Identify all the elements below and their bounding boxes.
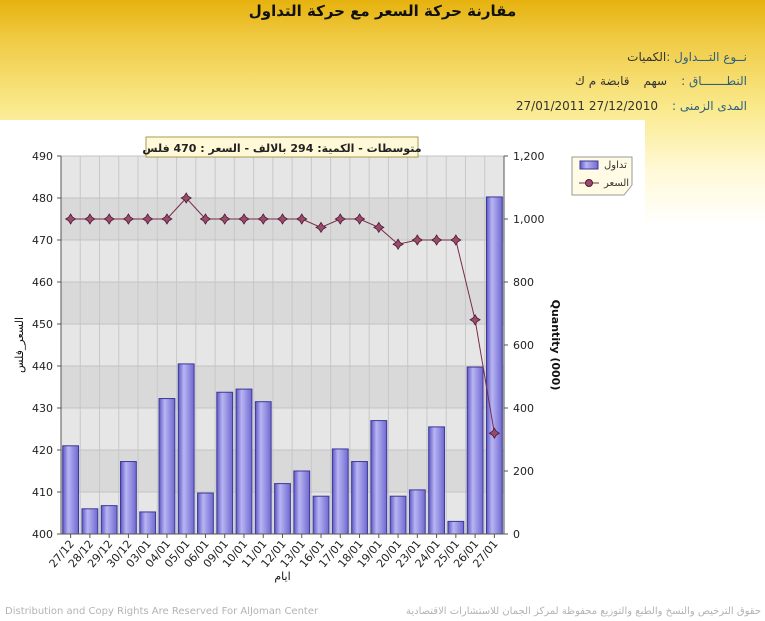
range-from: 27/12/2010 <box>588 99 659 113</box>
left-tick-label: 450 <box>32 318 53 331</box>
right-tick-label: 800 <box>513 276 534 289</box>
trade-type-row: نــوع التـــداول :الكميات <box>627 50 747 64</box>
quantity-bar <box>485 196 503 535</box>
plot-band <box>61 282 504 324</box>
quantity-bar <box>370 420 388 535</box>
scope-value: قابضة م ك <box>575 74 630 88</box>
left-tick-label: 470 <box>32 234 53 247</box>
left-tick-label: 460 <box>32 276 53 289</box>
legend-line-label: السعر <box>603 178 629 189</box>
quantity-bar <box>408 489 426 535</box>
price-marker <box>84 213 96 225</box>
footer-copyright-en: Distribution and Copy Rights Are Reserve… <box>5 606 319 617</box>
quantity-bar <box>158 398 176 535</box>
right-tick-label: 600 <box>513 339 534 352</box>
quantity-bar <box>351 461 368 535</box>
price-marker <box>257 213 270 225</box>
plot-band <box>61 240 504 282</box>
left-tick-label: 440 <box>32 360 53 373</box>
right-axis-title: Quantity (000) <box>549 300 562 391</box>
price-marker <box>161 213 173 225</box>
date-range-row: المدى الزمنى : 27/12/2010 27/01/2011 <box>516 99 747 113</box>
price-marker <box>392 238 404 250</box>
quantity-bar <box>274 483 291 535</box>
right-tick-label: 1,200 <box>513 150 545 163</box>
price-marker <box>103 213 115 225</box>
left-tick-label: 420 <box>32 444 53 457</box>
scope-label: النطـــــــاق : <box>681 74 747 88</box>
chart-title-box <box>145 136 419 158</box>
price-marker <box>295 213 308 225</box>
plot-band <box>61 156 504 198</box>
quantity-bar <box>62 445 80 535</box>
quantity-bar <box>466 366 484 535</box>
quantity-bar <box>312 495 330 535</box>
quantity-bar <box>81 508 99 535</box>
quantity-bar <box>177 363 195 535</box>
page-title: مقارنة حركة السعر مع حركة التداول <box>248 2 517 20</box>
left-tick-label: 410 <box>32 486 53 499</box>
quantity-bar <box>235 388 253 535</box>
price-marker <box>450 234 462 246</box>
legend-bar-label: تداول <box>604 160 627 171</box>
range-label: المدى الزمنى : <box>672 99 747 113</box>
legend-bar-swatch <box>579 160 599 170</box>
quantity-bar <box>254 401 272 535</box>
price-marker <box>373 221 385 234</box>
left-tick-label: 490 <box>32 150 53 163</box>
plot-band <box>61 366 504 408</box>
quantity-bar <box>120 461 137 535</box>
quantity-bar <box>216 391 234 535</box>
price-marker <box>141 213 154 225</box>
footer-copyright-ar: حقوق الترخيص والنسخ والطبع والتوزيع محفو… <box>405 606 761 617</box>
quantity-bar <box>100 505 118 535</box>
right-tick-label: 400 <box>513 402 534 415</box>
price-marker <box>180 192 192 204</box>
trade-type-label: نــوع التـــداول : <box>666 50 747 64</box>
price-marker <box>199 213 212 225</box>
price-marker <box>353 213 366 225</box>
price-marker <box>334 213 347 225</box>
trade-type-value: الكميات <box>627 50 667 64</box>
chart-panel: 400 410 420 430 440 450 460 470 480 490 0 200 400 600… <box>0 120 645 595</box>
price-marker <box>430 234 443 246</box>
scope-type: سهم <box>643 74 668 88</box>
chart-title: متوسطات - الكمية: 294 بالالف - السعر : 4… <box>142 142 421 155</box>
right-tick-label: 1,000 <box>513 213 545 226</box>
price-marker <box>276 213 289 225</box>
quantity-bar <box>293 470 311 535</box>
right-tick-label: 0 <box>513 528 520 541</box>
left-tick-label: 480 <box>32 192 53 205</box>
left-tick-label: 400 <box>32 528 53 541</box>
quantity-bar <box>197 492 214 535</box>
price-marker <box>64 213 77 225</box>
right-tick-label: 200 <box>513 465 534 478</box>
quantity-bar <box>389 495 407 535</box>
left-axis-title: السعر_فلس <box>13 317 26 373</box>
price-marker <box>122 213 135 225</box>
price-marker <box>488 427 501 439</box>
x-axis-title: ايام <box>274 570 290 583</box>
left-tick-label: 430 <box>32 402 53 415</box>
quantity-bar <box>428 426 445 535</box>
price-marker <box>411 234 424 246</box>
quantity-bar <box>331 448 349 535</box>
quantity-bar <box>139 511 157 535</box>
legend-line-marker <box>585 179 593 187</box>
price-marker <box>315 221 327 234</box>
price-quantity-chart: 400 410 420 430 440 450 460 470 480 490 0 200 400 600… <box>13 136 633 583</box>
scope-row: النطـــــــاق : سهم قابضة م ك <box>575 74 747 88</box>
price-marker <box>218 213 231 225</box>
price-marker <box>469 314 481 326</box>
quantity-bar <box>447 520 465 535</box>
price-marker <box>238 213 250 225</box>
plot-band <box>61 324 504 366</box>
legend: تداول السعر <box>571 156 633 196</box>
range-to: 27/01/2011 <box>515 99 586 113</box>
